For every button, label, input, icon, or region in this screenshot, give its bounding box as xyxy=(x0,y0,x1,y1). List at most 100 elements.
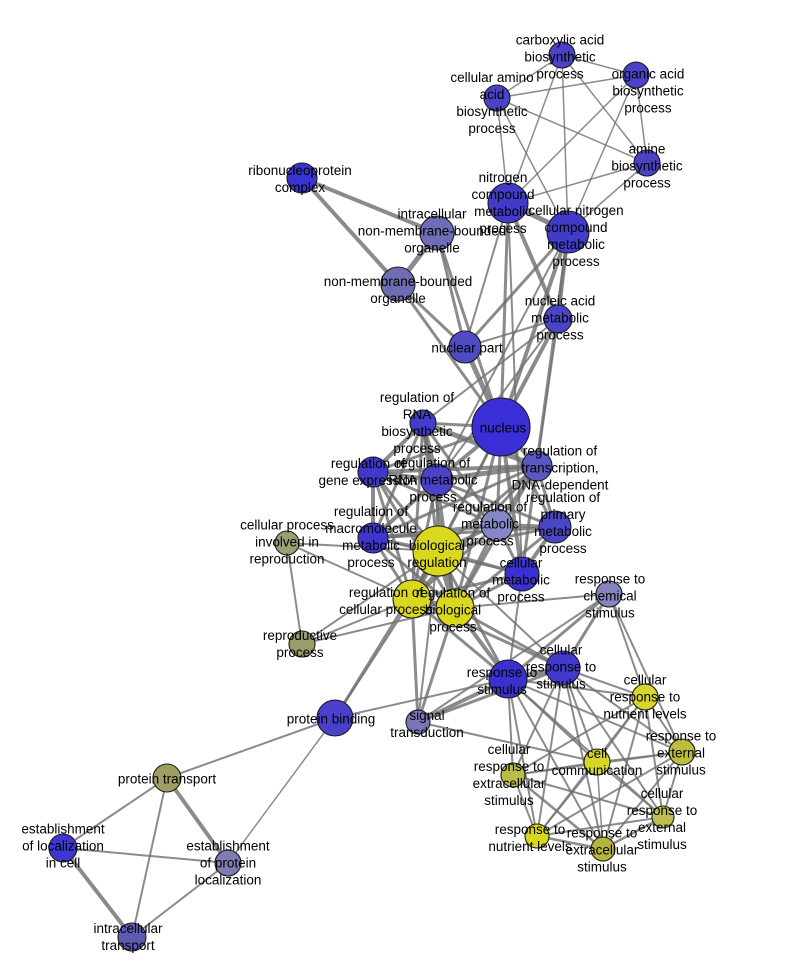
node-ca[interactable] xyxy=(548,41,576,69)
node-caa[interactable] xyxy=(483,84,511,112)
edge-res-rnl xyxy=(536,751,683,837)
edge-nam-ncm xyxy=(506,201,560,321)
node-nuc[interactable] xyxy=(471,397,531,457)
edge-np-cnc xyxy=(463,230,570,349)
node-epl[interactable] xyxy=(214,849,242,877)
node-rcp[interactable] xyxy=(392,579,432,619)
edge-oa-am xyxy=(635,74,648,164)
edge-crn-crex xyxy=(644,696,664,818)
edge-rcp-crs xyxy=(410,597,565,670)
edge-cres-rexs xyxy=(511,773,605,851)
edge-rcs-res xyxy=(608,593,683,753)
edge-br-st xyxy=(417,550,439,723)
edge-epl-it xyxy=(131,862,229,938)
edge-crn-rexs xyxy=(602,696,646,850)
edge-ca-am xyxy=(561,54,648,164)
edge-cc-rexs xyxy=(596,761,604,850)
edge-inmbo-np xyxy=(435,231,467,349)
node-res[interactable] xyxy=(668,738,696,766)
node-br[interactable] xyxy=(412,525,464,577)
edge-cc-crex xyxy=(596,761,664,818)
edge-epl-pb xyxy=(227,717,336,864)
edge-pt-epl xyxy=(165,776,230,865)
edge-rtd-rge xyxy=(371,464,539,474)
edge-rrb-rmm xyxy=(371,421,425,540)
node-rexs[interactable] xyxy=(590,836,616,862)
edge-rmm-rpm xyxy=(371,525,557,540)
edge-oa-ncm xyxy=(507,74,637,204)
edge-oa-cnc xyxy=(567,74,637,233)
edge-rs-crex xyxy=(507,678,664,818)
node-rmp[interactable] xyxy=(480,508,514,542)
edge-rcp-pb xyxy=(334,598,413,719)
edge-rrb-rcp xyxy=(410,421,425,601)
node-am[interactable] xyxy=(633,149,661,177)
edge-rtd-rmm xyxy=(371,464,539,540)
edge-caa-cnc xyxy=(496,97,569,233)
edge-rrb-rmp xyxy=(421,421,499,527)
edge-np-ncm xyxy=(464,202,509,348)
node-inmbo[interactable] xyxy=(419,215,455,251)
edge-crs-st xyxy=(416,666,565,724)
edge-inmbo-nuc xyxy=(435,231,503,429)
edge-rcp-st xyxy=(410,597,420,724)
edge-rnp-nmbo xyxy=(300,176,400,286)
edge-nam-rrb xyxy=(422,318,559,424)
edge-rrm-rpm xyxy=(435,478,557,529)
node-elc[interactable] xyxy=(48,833,78,863)
node-rpm[interactable] xyxy=(538,510,572,544)
edge-rcp-rp xyxy=(301,598,413,645)
edge-pt-elc xyxy=(62,777,168,849)
edge-cc-st xyxy=(417,721,598,763)
node-st[interactable] xyxy=(405,709,431,735)
node-layer xyxy=(48,41,696,952)
edge-caa-am xyxy=(496,97,648,164)
edge-rnp-inmbo xyxy=(300,176,439,235)
edge-rbp-crs xyxy=(453,606,565,670)
edge-res-rexs xyxy=(602,751,683,850)
node-nmbo[interactable] xyxy=(380,266,416,302)
edge-rnl-crex xyxy=(536,816,664,837)
node-crs[interactable] xyxy=(545,650,581,686)
node-rp[interactable] xyxy=(288,630,316,658)
node-cres[interactable] xyxy=(500,762,526,788)
node-cmp[interactable] xyxy=(504,556,540,592)
edge-rbp-st xyxy=(416,606,457,724)
edge-crs-crex xyxy=(562,667,664,818)
node-oa[interactable] xyxy=(622,61,650,89)
edge-br-rp xyxy=(301,550,439,645)
node-it[interactable] xyxy=(117,922,147,952)
edge-cres-crex xyxy=(512,774,664,818)
node-rmm[interactable] xyxy=(357,522,389,554)
node-np[interactable] xyxy=(448,330,482,364)
edge-layer xyxy=(61,54,683,939)
node-cc[interactable] xyxy=(583,748,611,776)
node-rrm[interactable] xyxy=(420,463,454,497)
node-cpr[interactable] xyxy=(274,530,300,556)
node-rbp[interactable] xyxy=(435,588,475,628)
node-pb[interactable] xyxy=(316,699,354,737)
node-rs[interactable] xyxy=(488,659,528,699)
node-ncm[interactable] xyxy=(487,182,529,224)
node-rcs[interactable] xyxy=(595,580,623,608)
edge-pb-pt xyxy=(166,717,336,779)
edge-ca-ncm xyxy=(507,54,563,204)
node-cnc[interactable] xyxy=(546,210,590,254)
node-rrb[interactable] xyxy=(409,409,437,437)
edge-am-ncm xyxy=(507,162,648,204)
edge-rs-rnl xyxy=(507,678,538,837)
node-crn[interactable] xyxy=(631,683,659,711)
node-crex[interactable] xyxy=(651,805,675,829)
node-rge[interactable] xyxy=(357,456,389,488)
edge-rcs-st xyxy=(417,593,610,723)
node-rnl[interactable] xyxy=(524,823,550,849)
node-nam[interactable] xyxy=(543,304,573,334)
edge-rcs-crn xyxy=(608,593,646,698)
edge-elc-it xyxy=(61,846,134,939)
node-pt[interactable] xyxy=(152,763,182,793)
edge-rge-rbp xyxy=(371,470,457,610)
node-rtd[interactable] xyxy=(521,450,553,482)
node-rnp[interactable] xyxy=(286,162,318,194)
